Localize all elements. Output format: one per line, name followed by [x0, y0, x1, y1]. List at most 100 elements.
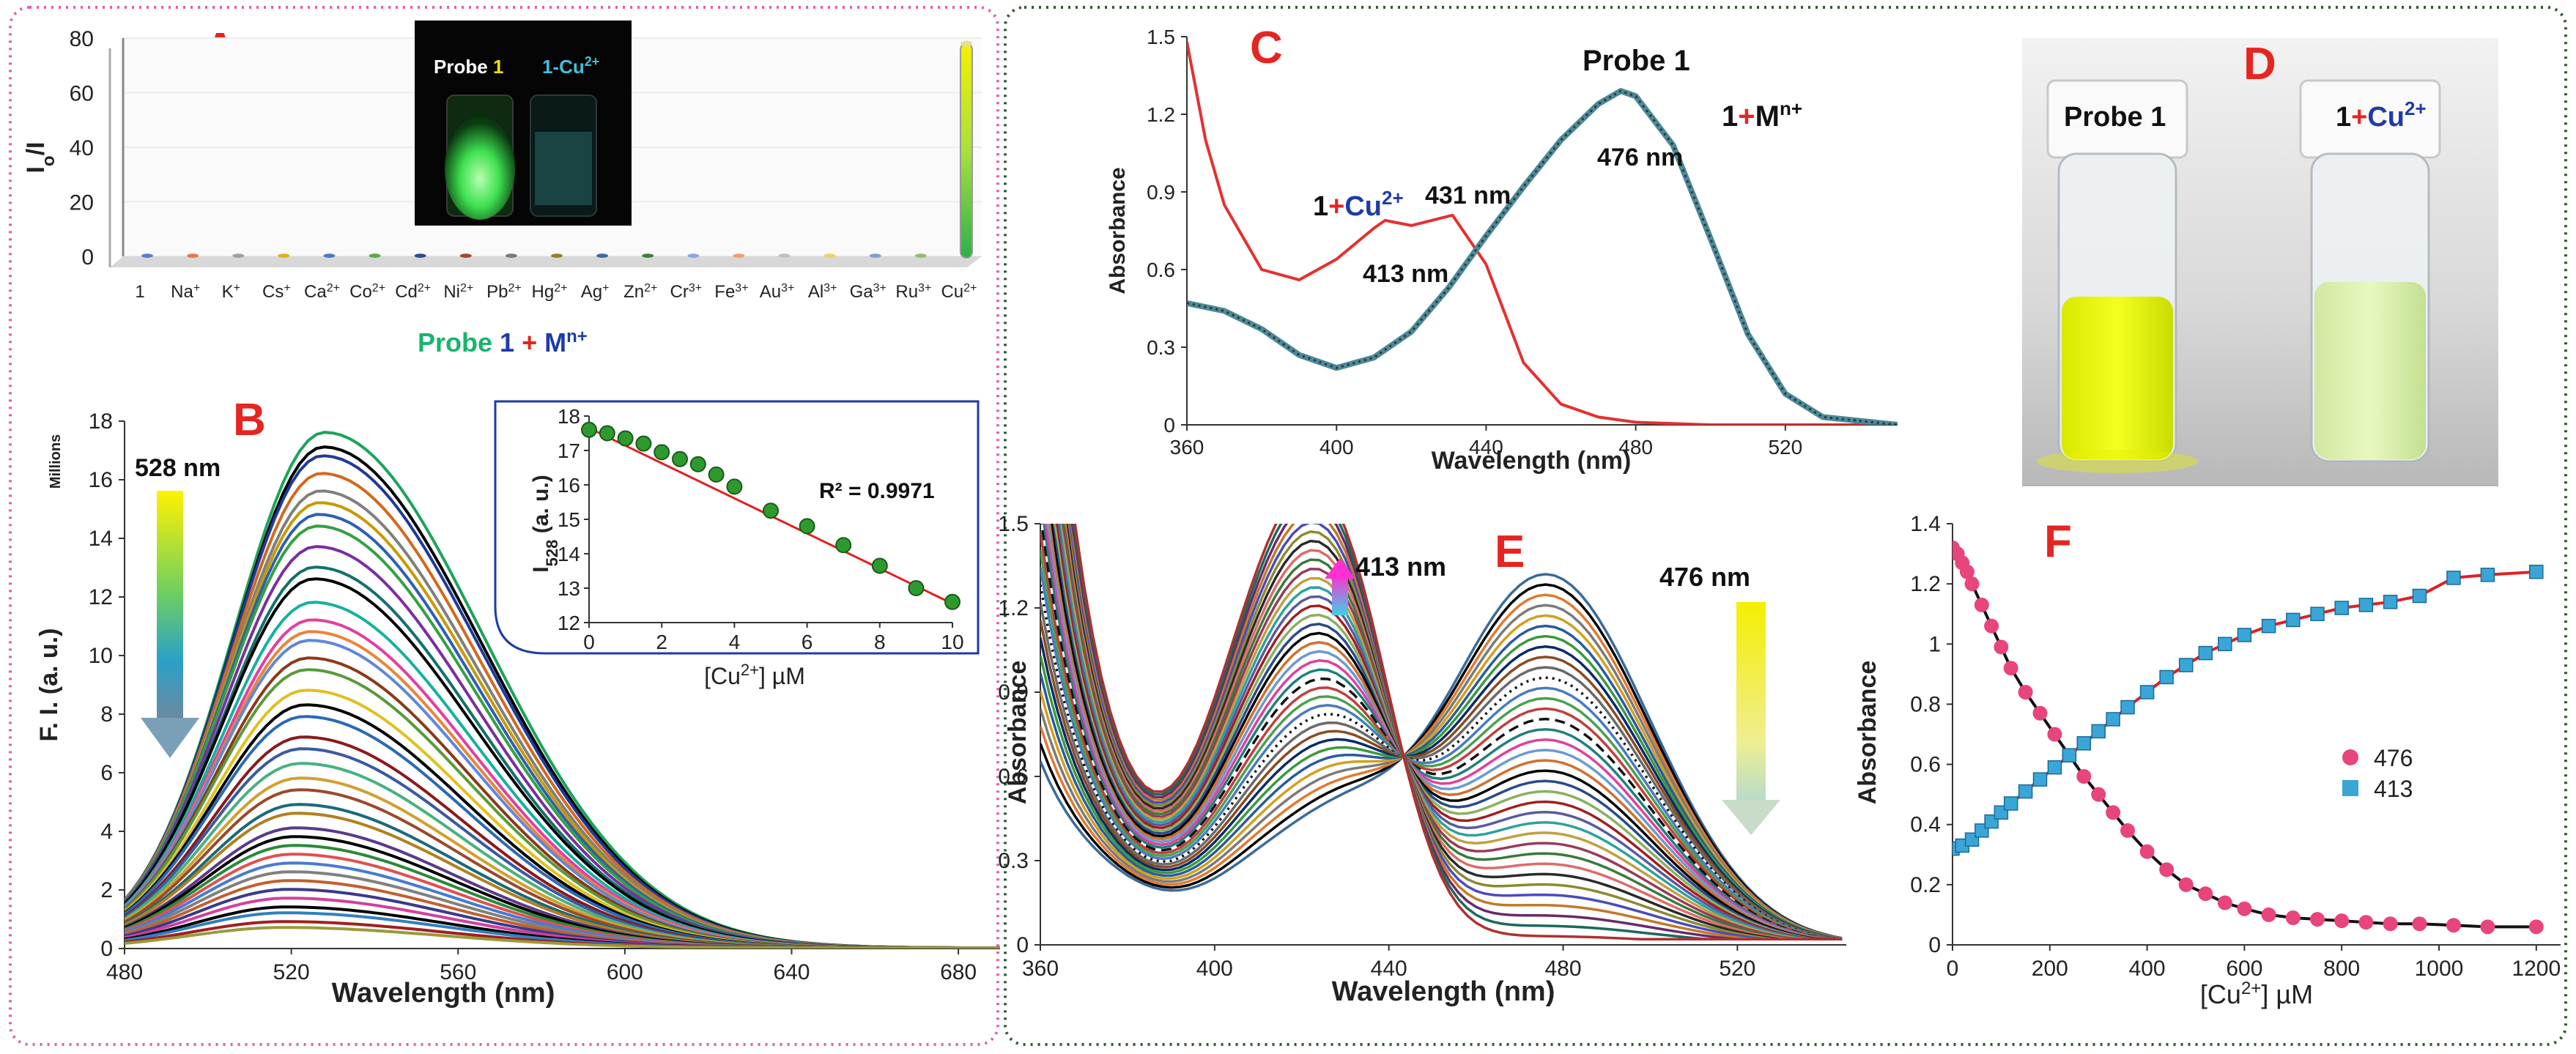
ion-label: Ru3+ — [895, 282, 931, 303]
titration-series — [1070, 524, 1843, 941]
ytick-label: 18 — [89, 409, 113, 434]
ytick-label: 0.3 — [1147, 336, 1175, 359]
bar-Cr3+ — [687, 253, 700, 258]
titration-series — [1055, 524, 1843, 941]
point-413 — [2091, 724, 2106, 739]
inset-point — [708, 466, 725, 483]
inset-point — [599, 425, 615, 442]
point-476 — [2003, 661, 2018, 676]
bar-Ga3+ — [869, 253, 881, 258]
point-476 — [2412, 916, 2427, 932]
series-1+Mn+ — [1187, 89, 1898, 425]
titration-series — [1052, 524, 1843, 941]
panel-c-ylabel: Absorbance — [1106, 167, 1130, 294]
ytick-label: 40 — [70, 136, 94, 160]
titration-series — [1040, 624, 1843, 940]
inset-xtick-label: 4 — [729, 631, 741, 653]
ytick-label: 0.3 — [998, 849, 1029, 873]
inset-point — [763, 502, 779, 519]
ion-label: Cd2+ — [395, 282, 431, 303]
panel-c-curves — [1187, 41, 1898, 425]
ytick-label: 0.6 — [998, 765, 1029, 789]
titration-series — [1069, 524, 1843, 941]
point-476 — [1994, 639, 2009, 655]
point-413 — [2310, 606, 2325, 621]
point-476 — [2310, 912, 2325, 927]
xtick-label: 640 — [773, 960, 810, 984]
vial-cu — [2299, 79, 2441, 463]
point-413 — [2198, 645, 2213, 661]
point-476 — [2076, 769, 2092, 784]
point-413 — [2446, 571, 2461, 585]
ytick-label: 1.5 — [998, 512, 1029, 536]
point-476 — [2446, 918, 2461, 933]
legend-marker-476 — [2342, 749, 2358, 765]
inset-point — [908, 580, 925, 596]
ion-label: Ca2+ — [304, 282, 340, 303]
bar-Co2+ — [369, 253, 381, 258]
xtick-label: 680 — [940, 960, 977, 984]
point-413 — [2529, 564, 2544, 579]
svg-text:1-Cu2+: 1-Cu2+ — [542, 54, 599, 78]
point-476 — [1974, 597, 1989, 612]
point-476 — [2159, 862, 2175, 877]
inset-point — [799, 518, 815, 535]
ion-label: Ag+ — [581, 282, 610, 303]
panel-c-peak-413: 413 nm — [1363, 260, 1448, 288]
panel-b-units-note: Millions — [48, 434, 64, 489]
titration-series — [1046, 524, 1843, 941]
bar-Fe3+ — [733, 253, 745, 258]
ytick-label: 10 — [89, 644, 113, 668]
point-476 — [2528, 919, 2544, 935]
panel-a-inset-photo: Probe 1 1-Cu2+ — [415, 21, 632, 226]
ion-label: Cu2+ — [941, 282, 977, 303]
panel-c-ticks: 360 400 440 480 520 0 0.3 0.6 0.9 1.2 1.5 — [1147, 26, 1802, 459]
inset-xtick-label: 10 — [941, 631, 963, 653]
panel-c-label-m: 1+Mn+ — [1722, 97, 1802, 133]
series-Probe 1 — [1187, 88, 1898, 425]
titration-series — [1040, 549, 1843, 941]
ion-label: Co2+ — [349, 282, 385, 303]
titration-series — [1061, 524, 1843, 941]
bar-Ni2+ — [459, 253, 472, 258]
titration-series — [1057, 524, 1843, 941]
panel-c-title: Probe 1 — [1583, 45, 1690, 77]
xtick-label: 1200 — [2512, 957, 2561, 981]
ion-label: Ni2+ — [443, 282, 473, 303]
ytick-label: 14 — [89, 527, 113, 551]
panel-f: F 0 200 400 600 800 1000 1200 0 0.2 0.4 0.6 0.8 1 1.2… — [1854, 512, 2561, 1009]
emission-series — [125, 926, 1000, 949]
point-476 — [2018, 685, 2033, 699]
point-413 — [2076, 736, 2092, 751]
point-476 — [2261, 907, 2276, 922]
point-476 — [2106, 805, 2121, 820]
ytick-label: 16 — [89, 468, 113, 492]
panel-e-arrow-413 — [1325, 558, 1355, 615]
ytick-label: 0.6 — [1910, 753, 1941, 777]
bar-1 — [141, 253, 154, 258]
xtick-label: 800 — [2323, 957, 2360, 981]
point-476 — [2358, 915, 2374, 930]
point-413 — [2383, 595, 2398, 609]
bar-Cu2+ — [959, 42, 973, 259]
panel-c-label: C — [1250, 23, 1283, 73]
panel-a-caption: Probe 1 + Mn+ — [418, 327, 588, 358]
panel-e-label-476: 476 nm — [1659, 562, 1750, 592]
titration-series — [1040, 531, 1843, 941]
titration-series — [1040, 593, 1843, 940]
ion-label: Fe3+ — [714, 282, 748, 303]
xtick-label: 440 — [1371, 957, 1407, 981]
point-413 — [2047, 760, 2062, 775]
panel-c: C 360 400 440 480 520 0 0.3 0.6 0.9 1.2 1.5 Absorb… — [1106, 23, 1898, 475]
panel-a-floor — [110, 256, 982, 267]
titration-series — [1070, 524, 1843, 941]
panel-a-bars — [141, 40, 973, 259]
point-476 — [2091, 787, 2106, 802]
bar-Ru3+ — [914, 253, 927, 258]
panel-d-left-label: Probe 1 — [2064, 102, 2166, 133]
point-413 — [2018, 784, 2033, 799]
inset-xtick-label: 2 — [656, 631, 667, 653]
inset-ytick-label: 12 — [558, 612, 580, 634]
point-476 — [2178, 877, 2194, 892]
